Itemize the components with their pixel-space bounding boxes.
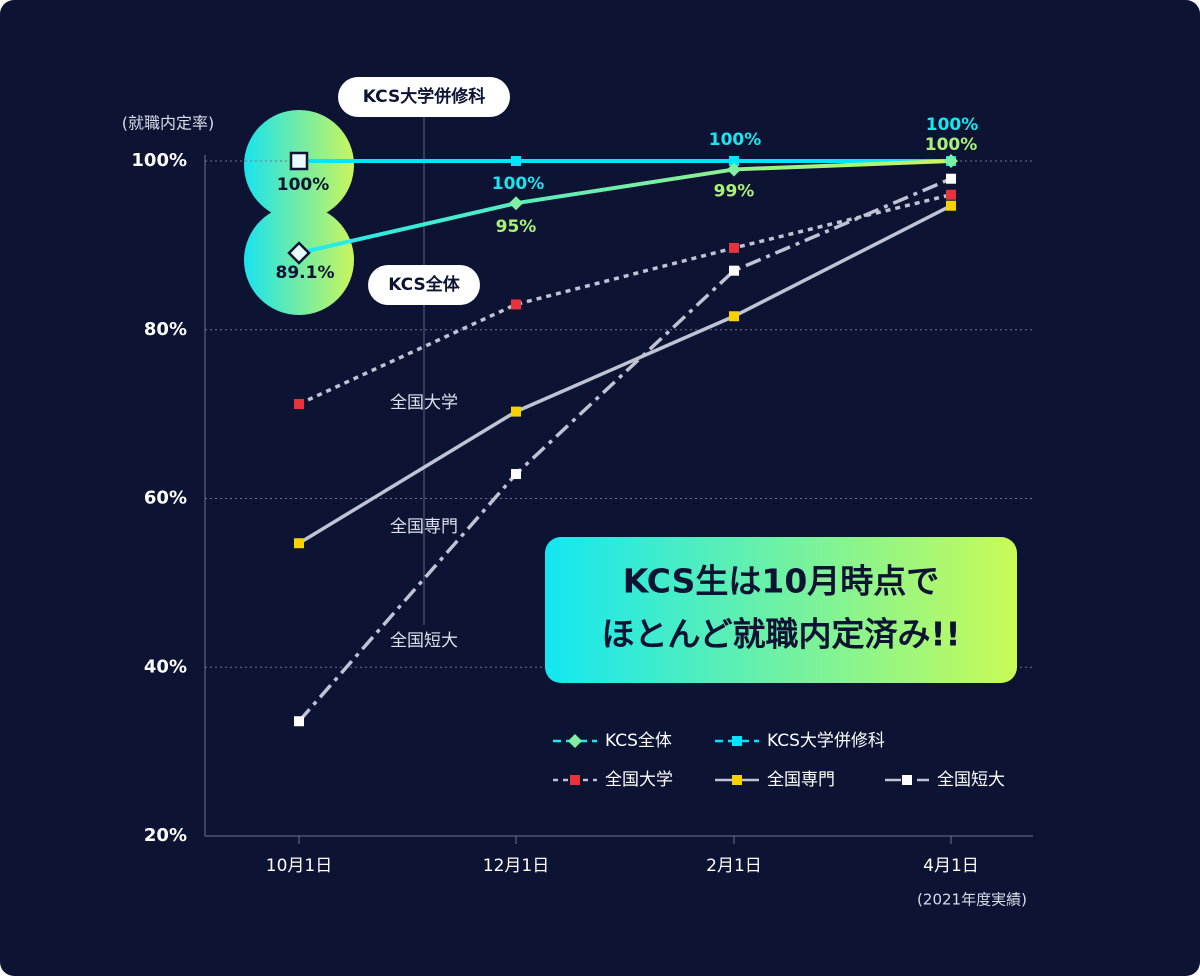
marker [294, 538, 304, 549]
x-tick-label: 10月1日 [266, 856, 332, 876]
legend-label: KCS大学併修科 [767, 731, 885, 751]
x-tick-label: 12月1日 [483, 856, 549, 876]
data-label: 95% [496, 217, 537, 237]
legend-marker [902, 775, 912, 785]
marker [729, 156, 739, 166]
data-label: 100% [926, 115, 979, 135]
marker [294, 399, 304, 409]
callout-text: KCS大学併修科 [363, 86, 485, 107]
banner-text: ほとんど就職内定済み!! [601, 615, 960, 654]
marker [946, 200, 956, 211]
banner-text: KCS生は10月時点で [623, 562, 940, 601]
legend-label: KCS全体 [605, 731, 672, 751]
legend-marker [732, 736, 742, 746]
line-label: 全国専門 [390, 517, 458, 537]
x-tick-label: 2月1日 [706, 856, 762, 876]
marker [729, 311, 739, 322]
y-tick-label: 100% [131, 150, 187, 171]
y-tick-label: 80% [144, 319, 187, 340]
marker [294, 716, 304, 727]
marker [511, 299, 521, 310]
y-tick-label: 60% [144, 488, 187, 509]
legend-label: 全国短大 [937, 770, 1005, 790]
marker [727, 162, 741, 177]
legend-marker [732, 775, 742, 785]
banner [545, 537, 1017, 683]
series-line [297, 177, 952, 723]
data-label: 100% [492, 174, 545, 194]
marker [946, 173, 956, 184]
data-label: 99% [714, 181, 755, 201]
line-label: 全国大学 [390, 393, 458, 413]
data-label: 89.1% [276, 263, 335, 283]
data-label: 100% [709, 130, 762, 150]
legend-label: 全国大学 [605, 770, 673, 790]
marker [729, 242, 739, 253]
marker [509, 196, 523, 211]
legend-label: 全国専門 [767, 770, 835, 790]
y-axis-label: (就職内定率) [122, 114, 215, 133]
marker [511, 406, 521, 417]
callout-text: KCS全体 [388, 274, 460, 295]
series-line [298, 193, 952, 406]
series-line [298, 159, 952, 255]
callout-box [368, 265, 480, 305]
marker [511, 469, 521, 480]
marker [944, 154, 958, 168]
data-label: 100% [925, 135, 978, 155]
marker [287, 241, 311, 265]
marker [946, 189, 956, 200]
series-line [298, 204, 952, 545]
marker [729, 265, 739, 276]
y-tick-label: 40% [144, 656, 187, 677]
data-label: 100% [277, 175, 330, 195]
legend-marker [570, 775, 580, 785]
marker [511, 156, 521, 166]
marker [289, 151, 309, 171]
callout-box [338, 77, 510, 117]
legend-marker [568, 734, 582, 748]
x-tick-label: 4月1日 [923, 856, 979, 876]
line-label: 全国短大 [390, 631, 458, 651]
y-tick-label: 20% [144, 825, 187, 846]
note: (2021年度実績) [917, 891, 1027, 909]
